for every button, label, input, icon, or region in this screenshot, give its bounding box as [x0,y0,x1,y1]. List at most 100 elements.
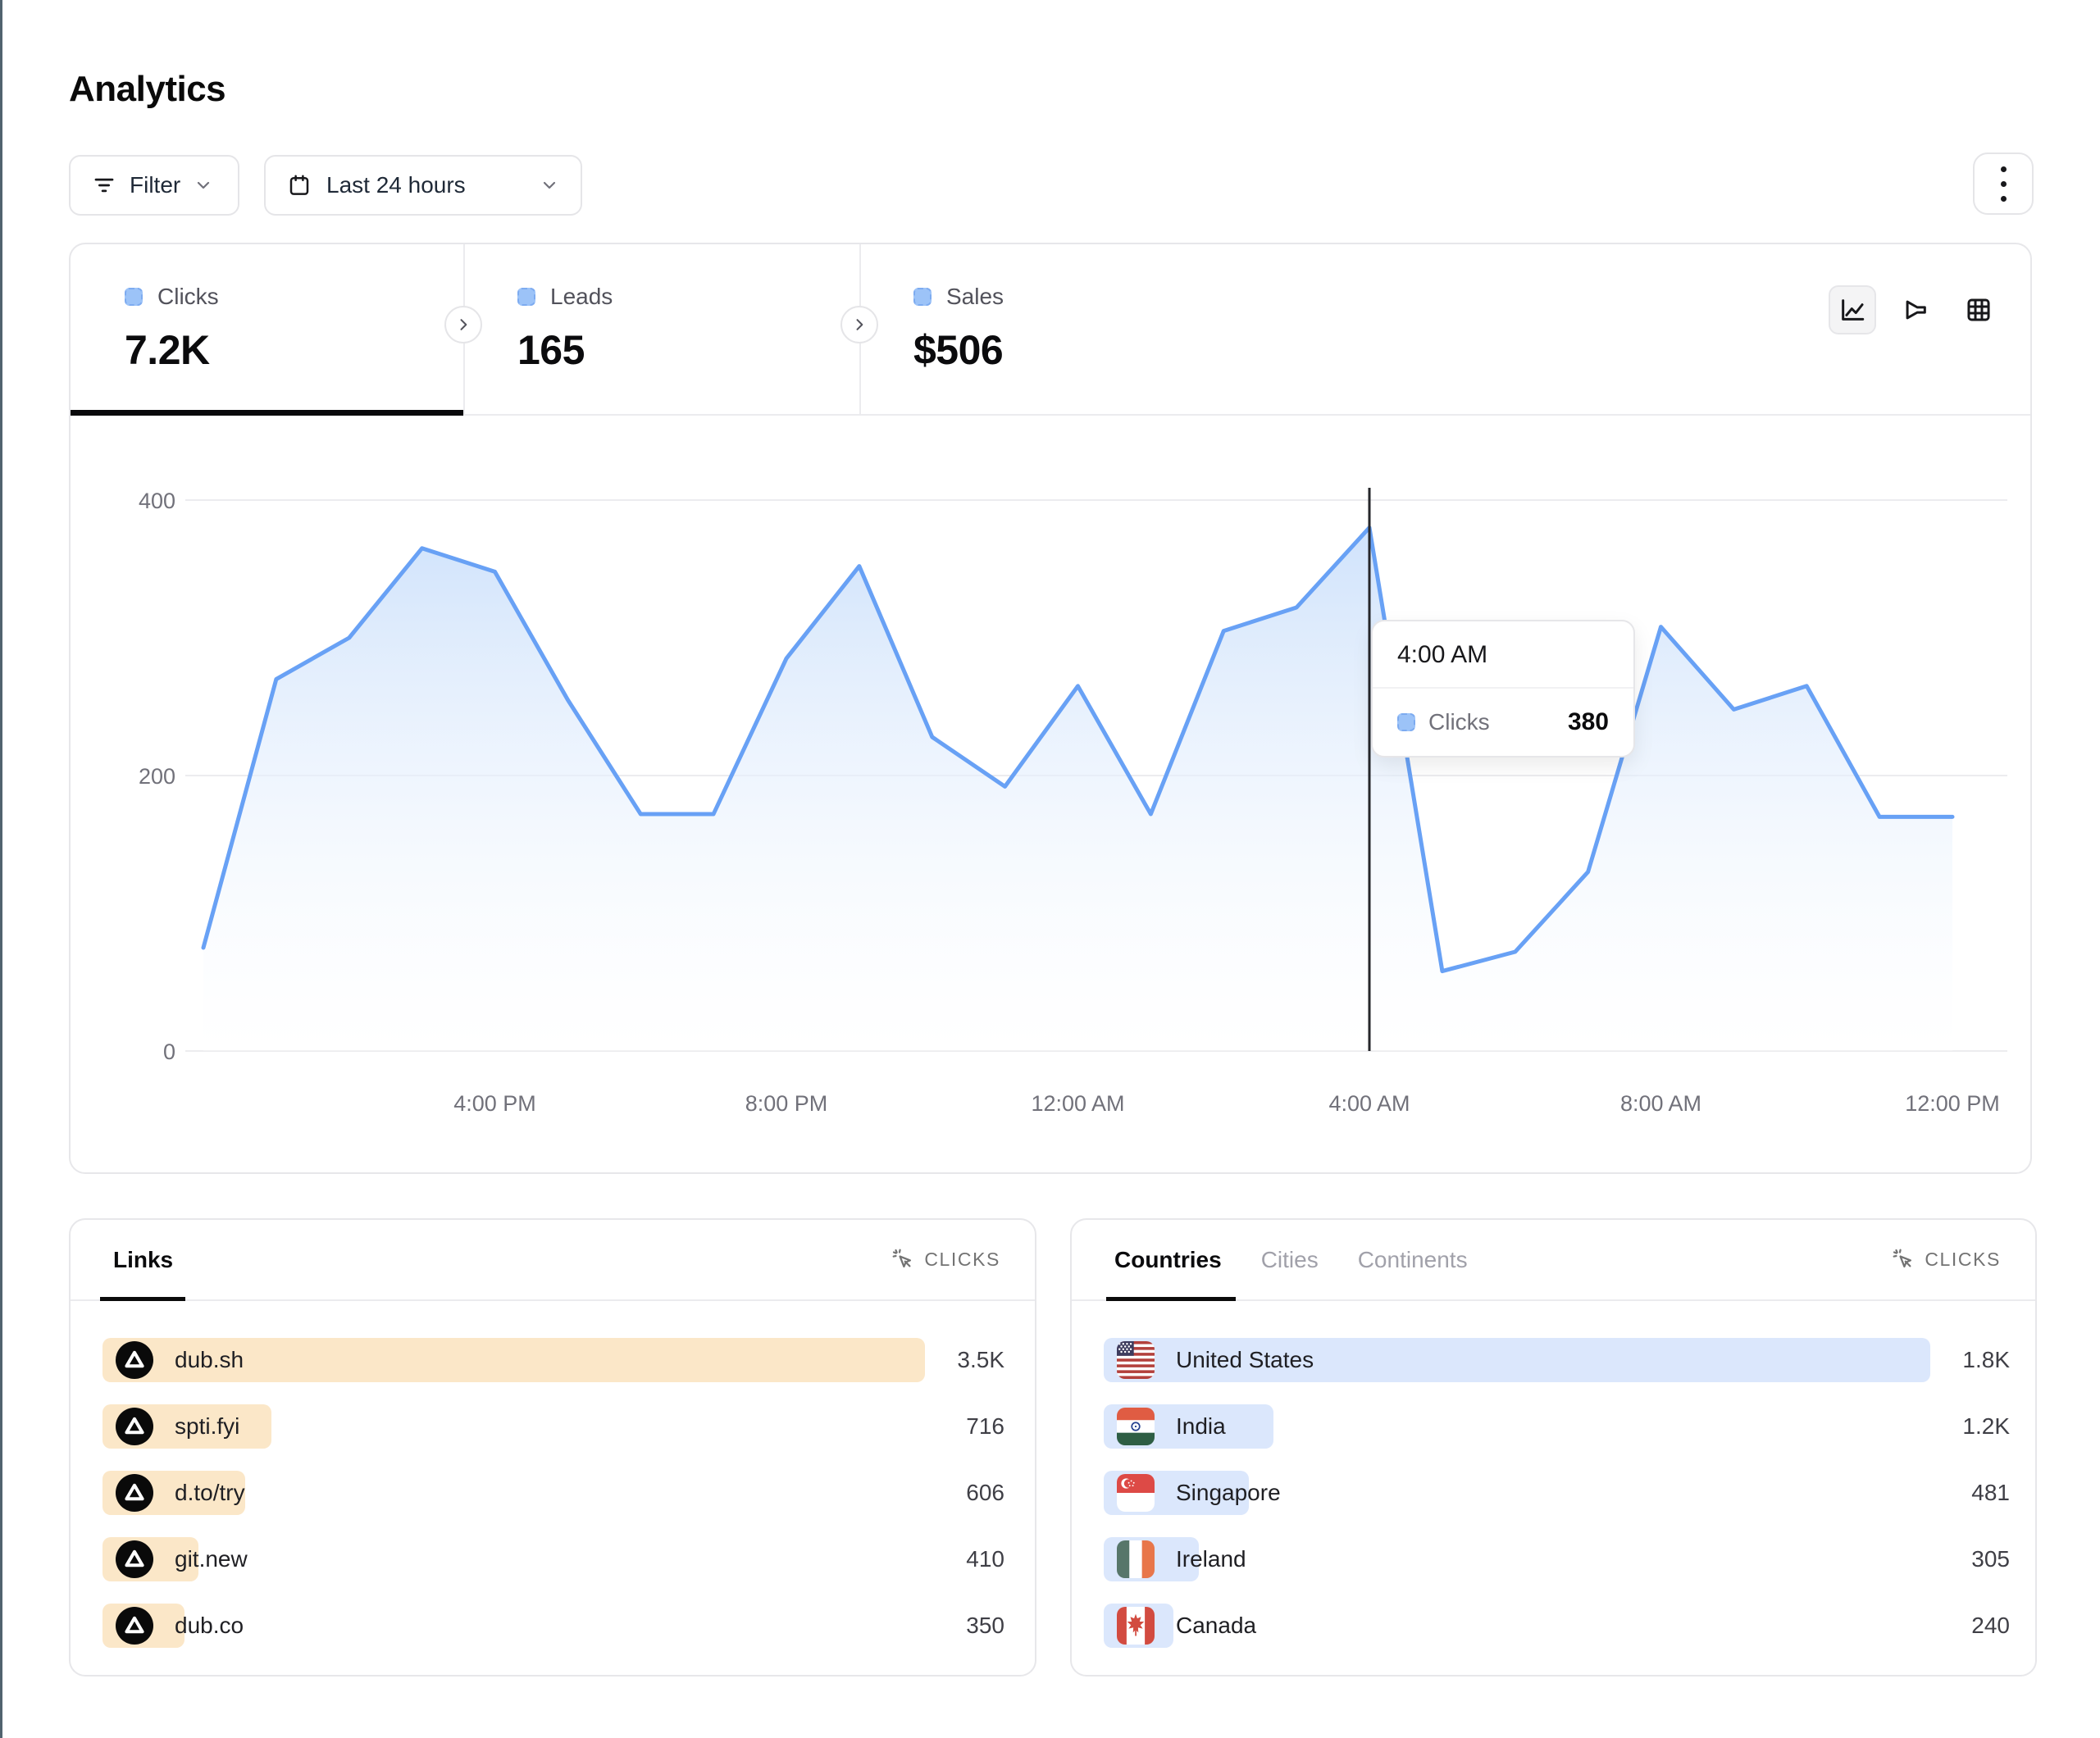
clicks-area-fill [203,527,1952,1051]
chevron-right-icon [460,319,467,330]
tab-clicks[interactable]: Clicks 7.2K [71,244,463,414]
chevron-down-icon [543,181,556,189]
us-flag-icon [1117,1341,1155,1379]
link-row[interactable]: spti.fyi 716 [102,1404,1004,1449]
india-flag-icon [1117,1408,1155,1445]
filter-icon [94,178,114,193]
country-label: Singapore [1176,1480,1281,1505]
click-count: 240 [1971,1613,2010,1638]
metric-value: $506 [913,327,1004,373]
singapore-flag-icon [1117,1474,1155,1512]
dub-favicon [116,1607,153,1645]
calendar-icon [289,175,309,195]
link-row[interactable]: d.to/try 606 [102,1471,1004,1515]
funnel-icon [1906,300,1926,320]
click-bar [1104,1338,1930,1382]
kebab-dot [2000,180,2007,187]
line-chart-icon [1842,299,1865,321]
links-list: dub.sh 3.5K spti.fyi 716 d.to/try 606 gi… [71,1301,1035,1648]
tooltip-value: 380 [1567,708,1609,735]
click-count: 410 [966,1546,1004,1572]
dub-favicon [116,1341,153,1379]
analytics-chart-card: Clicks 7.2K Leads 165 Sales $506 [69,243,2032,1174]
more-options-button[interactable] [1973,152,2034,215]
link-row[interactable]: dub.sh 3.5K [102,1338,1004,1382]
x-axis-tick-label: 8:00 PM [745,1091,828,1116]
links-panel: Links CLICKS dub.sh 3.5K spti.fyi 716 [69,1218,1036,1677]
tab-continents[interactable]: Continents [1357,1246,1468,1272]
y-axis-tick-label: 400 [139,489,175,513]
tooltip-time: 4:00 AM [1373,621,1633,689]
click-count: 1.8K [1962,1347,2010,1372]
click-count: 350 [966,1613,1004,1638]
sales-swatch-icon [913,288,932,306]
clicks-metric-toggle[interactable]: CLICKS [892,1249,1000,1271]
page-title: Analytics [69,69,226,109]
country-row[interactable]: Singapore 481 [1104,1471,2010,1515]
ireland-flag-icon [1117,1540,1155,1578]
cursor-click-icon [1893,1249,1912,1268]
x-axis-tick-label: 4:00 PM [453,1091,536,1116]
x-axis-tick-label: 12:00 PM [1905,1091,2000,1116]
link-label: dub.co [175,1613,244,1638]
filter-button[interactable]: Filter [69,155,239,216]
country-label: Canada [1176,1613,1257,1638]
kebab-dot [2000,166,2007,172]
tab-sales[interactable]: Sales $506 [859,244,1255,414]
active-tab-underline [71,410,463,416]
table-view-button[interactable] [1955,285,2002,334]
clicks-metric-toggle[interactable]: CLICKS [1893,1249,2001,1271]
date-range-label: Last 24 hours [326,172,466,198]
metric-label: Leads [550,284,613,309]
date-range-button[interactable]: Last 24 hours [264,155,582,216]
click-count: 3.5K [957,1347,1004,1372]
dub-favicon [116,1474,153,1512]
y-axis-tick-label: 200 [139,764,175,789]
country-row[interactable]: United States 1.8K [1104,1338,2010,1382]
table-grid-icon [1967,298,1990,321]
chevron-right-icon [856,319,863,330]
country-row[interactable]: India 1.2K [1104,1404,2010,1449]
metric-header-label: CLICKS [1925,1249,2001,1270]
country-label: Ireland [1176,1546,1246,1572]
link-row[interactable]: dub.co 350 [102,1604,1004,1648]
expand-clicks-button[interactable] [444,306,482,344]
metric-label: Sales [946,284,1004,309]
click-count: 606 [966,1480,1004,1505]
canada-flag-icon [1117,1607,1155,1645]
tab-leads[interactable]: Leads 165 [463,244,859,414]
kebab-dot [2000,195,2007,202]
clicks-swatch-icon [1397,713,1415,731]
countries-panel: Countries Cities Continents CLICKS Unite… [1070,1218,2037,1677]
click-count: 305 [1971,1546,2010,1572]
window-edge-accent [0,0,2,1738]
metric-header-label: CLICKS [924,1249,1000,1270]
x-axis-tick-label: 4:00 AM [1328,1091,1410,1116]
clicks-swatch-icon [125,288,143,306]
clicks-area-chart[interactable]: 0 200 400 4:00 PM 8:00 PM 12:00 AM 4:00 AM 8:00… [71,416,2030,1174]
metric-label: Clicks [157,284,219,309]
link-label: git.new [175,1546,248,1572]
link-label: spti.fyi [175,1413,240,1439]
link-label: dub.sh [175,1347,244,1372]
tab-links[interactable]: Links [113,1246,174,1272]
country-label: United States [1176,1347,1314,1372]
leads-swatch-icon [517,288,535,306]
country-row[interactable]: Ireland 305 [1104,1537,2010,1581]
x-axis-tick-label: 12:00 AM [1031,1091,1124,1116]
click-count: 481 [1971,1480,2010,1505]
metric-tabs-row: Clicks 7.2K Leads 165 Sales $506 [71,244,2030,416]
click-count: 1.2K [1962,1413,2010,1439]
country-label: India [1176,1413,1226,1439]
tab-countries[interactable]: Countries [1114,1246,1222,1272]
countries-list: United States 1.8K India 1.2K Singapore [1072,1301,2035,1648]
line-chart-view-button[interactable] [1829,285,1876,334]
countries-panel-header: Countries Cities Continents CLICKS [1072,1220,2035,1301]
filter-button-label: Filter [130,172,181,198]
funnel-view-button[interactable] [1892,285,1939,334]
country-row[interactable]: Canada 240 [1104,1604,2010,1648]
tab-cities[interactable]: Cities [1260,1246,1319,1272]
dub-favicon [116,1408,153,1445]
expand-leads-button[interactable] [840,306,878,344]
link-row[interactable]: git.new 410 [102,1537,1004,1581]
